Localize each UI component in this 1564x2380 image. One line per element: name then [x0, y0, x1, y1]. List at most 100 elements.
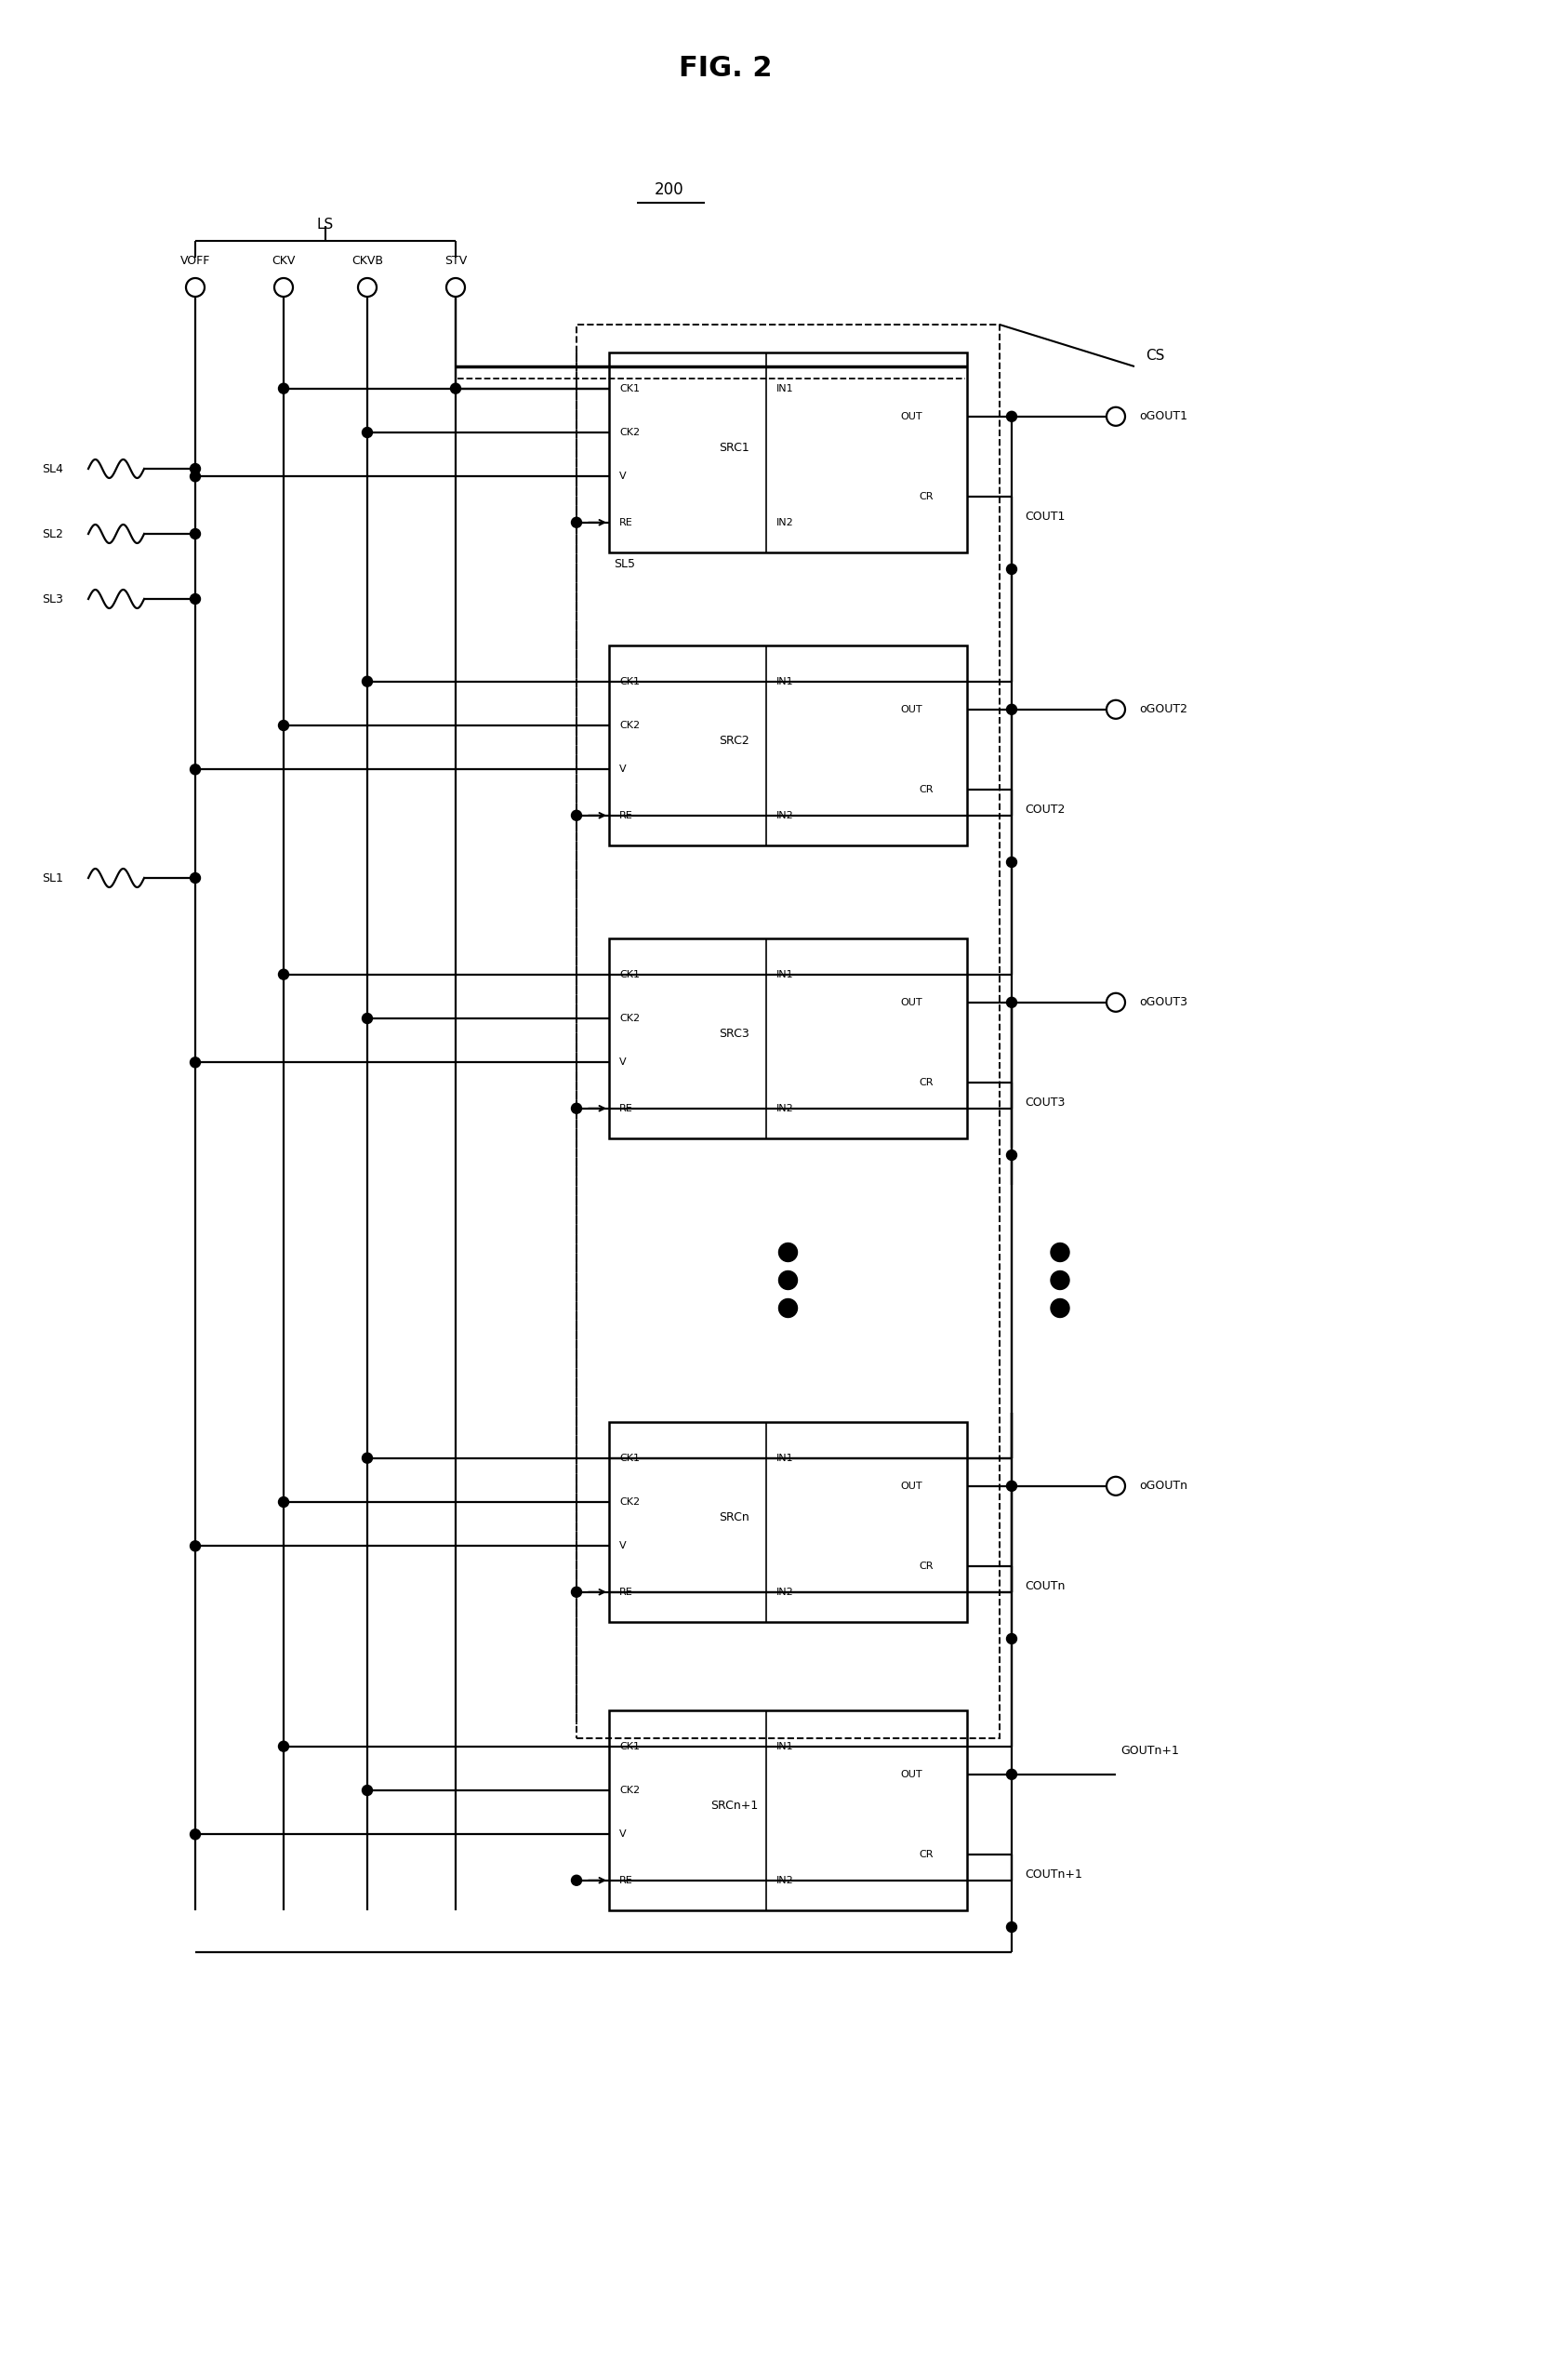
- Text: COUT3: COUT3: [1024, 1097, 1065, 1109]
- Text: COUT1: COUT1: [1024, 512, 1065, 524]
- Text: SL1: SL1: [42, 871, 63, 883]
- Circle shape: [571, 516, 582, 528]
- Text: CK1: CK1: [619, 969, 640, 978]
- Circle shape: [779, 1242, 798, 1261]
- Text: SL3: SL3: [42, 593, 63, 605]
- Text: IN2: IN2: [776, 1104, 793, 1114]
- Text: V: V: [619, 471, 626, 481]
- Text: RE: RE: [619, 812, 632, 821]
- Text: oGOUTn: oGOUTn: [1139, 1480, 1187, 1492]
- Text: CK1: CK1: [619, 1742, 640, 1752]
- Circle shape: [278, 969, 288, 981]
- Circle shape: [1006, 857, 1017, 866]
- Text: IN1: IN1: [776, 676, 793, 685]
- Circle shape: [1006, 1480, 1017, 1492]
- Text: OUT: OUT: [899, 412, 921, 421]
- Text: SRCn: SRCn: [719, 1511, 749, 1523]
- Circle shape: [191, 1540, 200, 1552]
- Circle shape: [1006, 1633, 1017, 1645]
- Text: CR: CR: [918, 785, 932, 795]
- Text: FIG. 2: FIG. 2: [679, 55, 771, 83]
- Circle shape: [191, 873, 200, 883]
- Text: CR: CR: [918, 1561, 932, 1571]
- Text: SRC3: SRC3: [719, 1028, 749, 1040]
- Text: SL4: SL4: [42, 462, 63, 474]
- Circle shape: [1106, 700, 1125, 719]
- Text: SRCn+1: SRCn+1: [710, 1799, 757, 1811]
- Text: CR: CR: [918, 1849, 932, 1859]
- Text: IN1: IN1: [776, 969, 793, 978]
- Circle shape: [571, 809, 582, 821]
- Text: oGOUT1: oGOUT1: [1139, 409, 1187, 424]
- Circle shape: [1106, 1476, 1125, 1495]
- Circle shape: [1006, 1150, 1017, 1159]
- Circle shape: [186, 278, 205, 298]
- Text: CK1: CK1: [619, 676, 640, 685]
- Circle shape: [361, 1785, 372, 1795]
- Circle shape: [446, 278, 465, 298]
- Circle shape: [191, 464, 200, 474]
- Text: LS: LS: [317, 217, 333, 231]
- Text: IN2: IN2: [776, 1587, 793, 1597]
- Text: IN2: IN2: [776, 1875, 793, 1885]
- Text: CK1: CK1: [619, 1454, 640, 1464]
- Circle shape: [191, 1057, 200, 1069]
- Text: CK2: CK2: [619, 1014, 640, 1023]
- Text: CK2: CK2: [619, 428, 640, 438]
- Bar: [608, 938, 967, 1138]
- Circle shape: [1049, 1242, 1068, 1261]
- Text: GOUTn+1: GOUTn+1: [1120, 1745, 1178, 1756]
- Bar: [608, 1421, 967, 1623]
- Text: IN2: IN2: [776, 519, 793, 526]
- Circle shape: [571, 1104, 582, 1114]
- Text: RE: RE: [619, 1104, 632, 1114]
- Text: STV: STV: [444, 255, 466, 267]
- Circle shape: [191, 1830, 200, 1840]
- Circle shape: [278, 1742, 288, 1752]
- Text: SRC2: SRC2: [719, 735, 749, 747]
- Text: SL5: SL5: [613, 557, 635, 569]
- Circle shape: [1049, 1271, 1068, 1290]
- Circle shape: [191, 764, 200, 773]
- Text: CK2: CK2: [619, 1785, 640, 1795]
- Text: VOFF: VOFF: [180, 255, 210, 267]
- Text: 200: 200: [654, 181, 683, 198]
- Text: CKVB: CKVB: [352, 255, 383, 267]
- Circle shape: [278, 383, 288, 393]
- Circle shape: [361, 676, 372, 685]
- Circle shape: [450, 383, 460, 393]
- Text: RE: RE: [619, 1875, 632, 1885]
- Text: oGOUT2: oGOUT2: [1139, 704, 1187, 716]
- Text: COUT2: COUT2: [1024, 804, 1065, 816]
- Bar: [608, 645, 967, 845]
- Text: CS: CS: [1145, 347, 1164, 362]
- Circle shape: [191, 471, 200, 481]
- Circle shape: [1006, 997, 1017, 1007]
- Circle shape: [1006, 1768, 1017, 1780]
- Circle shape: [361, 428, 372, 438]
- Circle shape: [278, 1497, 288, 1507]
- Text: OUT: OUT: [899, 1771, 921, 1778]
- Text: V: V: [619, 764, 626, 773]
- Bar: [576, 324, 999, 1737]
- Text: CR: CR: [918, 493, 932, 502]
- Circle shape: [358, 278, 377, 298]
- Circle shape: [779, 1299, 798, 1319]
- Text: oGOUT3: oGOUT3: [1139, 997, 1187, 1009]
- Circle shape: [1006, 704, 1017, 714]
- Circle shape: [1106, 992, 1125, 1012]
- Text: COUTn: COUTn: [1024, 1580, 1065, 1592]
- Circle shape: [361, 1014, 372, 1023]
- Circle shape: [1106, 407, 1125, 426]
- Text: OUT: OUT: [899, 997, 921, 1007]
- Circle shape: [1006, 564, 1017, 574]
- Text: IN1: IN1: [776, 1742, 793, 1752]
- Circle shape: [1049, 1299, 1068, 1319]
- Text: CKV: CKV: [272, 255, 296, 267]
- Bar: [608, 352, 967, 552]
- Text: OUT: OUT: [899, 704, 921, 714]
- Circle shape: [191, 595, 200, 605]
- Text: IN1: IN1: [776, 1454, 793, 1464]
- Text: IN1: IN1: [776, 383, 793, 393]
- Text: COUTn+1: COUTn+1: [1024, 1868, 1082, 1880]
